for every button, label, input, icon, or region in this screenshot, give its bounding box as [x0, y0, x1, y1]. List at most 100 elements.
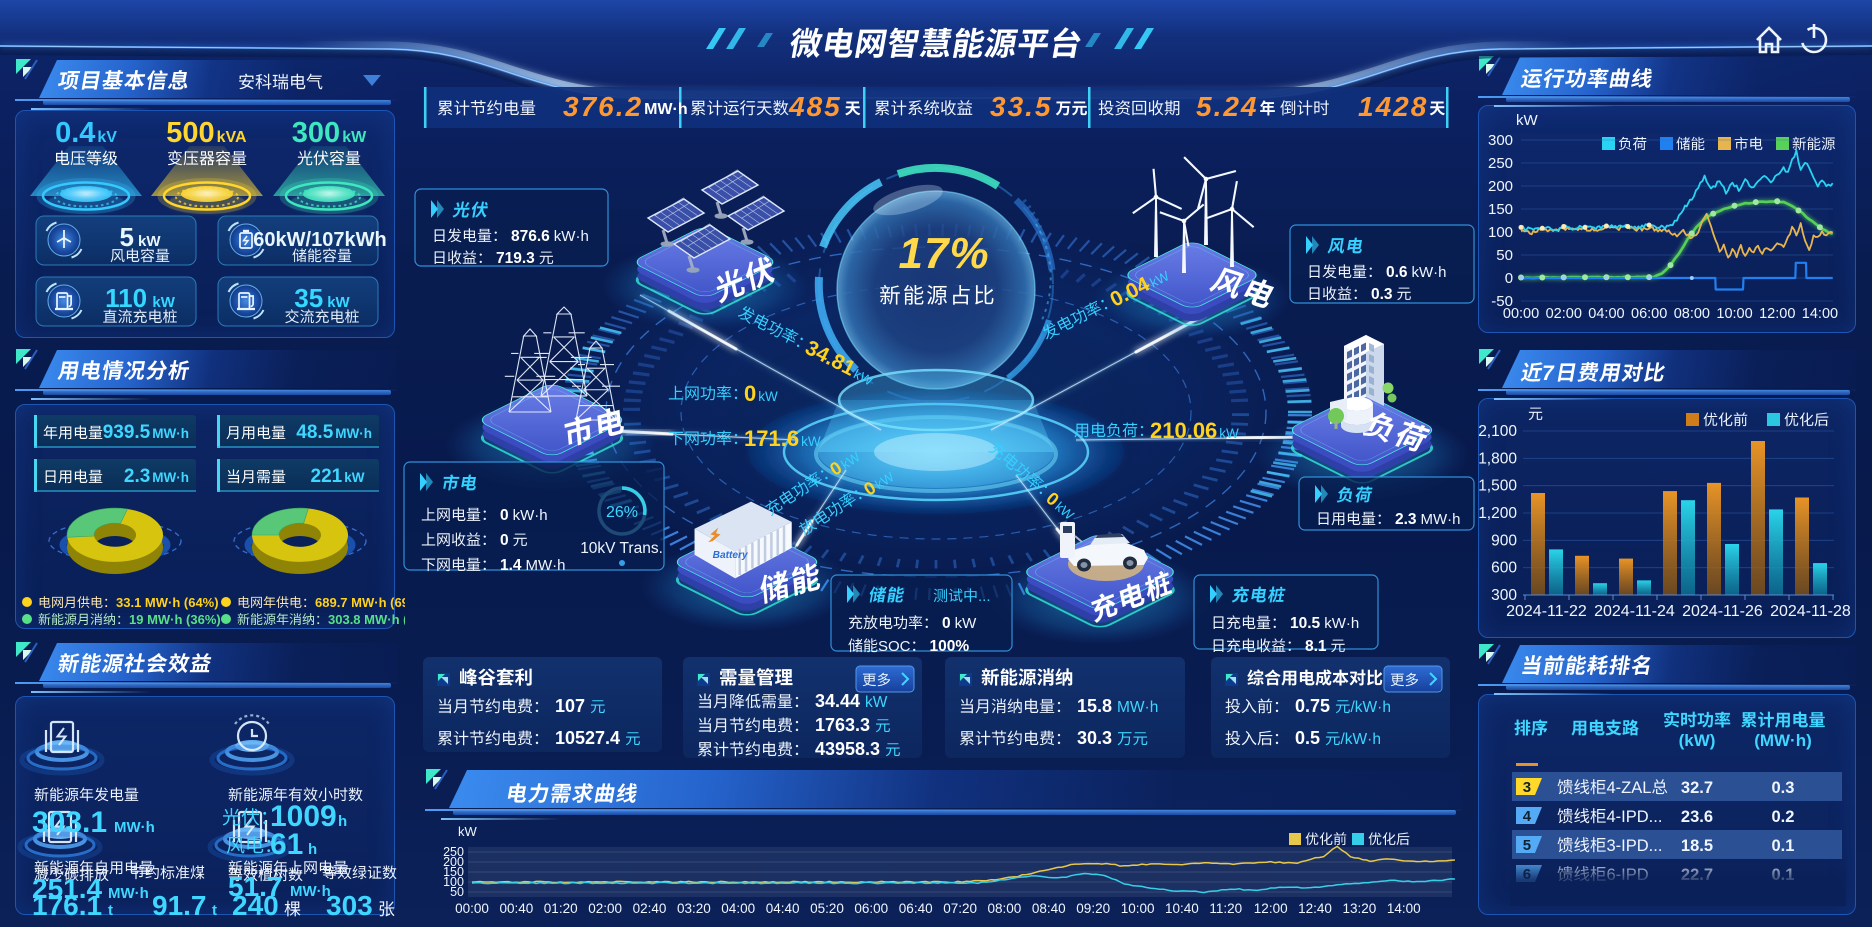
svg-text:4-IPD...: 4-IPD... — [1607, 808, 1663, 826]
svg-text:0.75: 0.75 — [1295, 696, 1330, 716]
svg-text:00:00: 00:00 — [1503, 306, 1539, 322]
svg-text:13:20: 13:20 — [1343, 901, 1377, 916]
svg-text:t: t — [212, 902, 217, 919]
svg-text:10527.4: 10527.4 — [555, 728, 620, 748]
svg-text:04:00: 04:00 — [1588, 306, 1624, 322]
svg-text:50: 50 — [1496, 247, 1513, 264]
svg-text:1,200: 1,200 — [1478, 505, 1517, 522]
svg-text:15.8: 15.8 — [1077, 696, 1112, 716]
svg-text:10:00: 10:00 — [1121, 901, 1155, 916]
svg-text:1763.3: 1763.3 — [815, 715, 870, 735]
svg-text:2024-11-28: 2024-11-28 — [1770, 603, 1851, 620]
svg-text:(kW): (kW) — [1679, 731, 1716, 750]
svg-text:11:20: 11:20 — [1209, 901, 1242, 916]
svg-text:1,500: 1,500 — [1478, 478, 1517, 495]
svg-text:0.3: 0.3 — [1772, 779, 1795, 797]
svg-text:35: 35 — [294, 283, 323, 313]
svg-text:100%: 100% — [930, 638, 970, 655]
svg-text:600: 600 — [1491, 560, 1517, 577]
svg-text:100: 100 — [1488, 224, 1513, 241]
svg-text:kW: kW — [955, 615, 978, 632]
svg-text:06:40: 06:40 — [899, 901, 933, 916]
svg-text:kW·h: kW·h — [554, 228, 589, 245]
svg-text:221: 221 — [311, 466, 343, 487]
svg-text:00:40: 00:40 — [500, 901, 534, 916]
svg-text:34.44: 34.44 — [815, 691, 860, 711]
svg-text:200: 200 — [1488, 178, 1513, 195]
svg-text:SOC: SOC — [878, 638, 911, 655]
svg-text:/kW·h: /kW·h — [1341, 731, 1381, 748]
svg-text:2024-11-26: 2024-11-26 — [1682, 603, 1763, 620]
svg-text:kW: kW — [152, 294, 175, 311]
svg-text:250: 250 — [1488, 155, 1513, 172]
svg-text:12:00: 12:00 — [1254, 901, 1288, 916]
svg-text:17%: 17% — [899, 229, 990, 278]
svg-text:1009: 1009 — [270, 800, 337, 833]
svg-text:719.3: 719.3 — [496, 250, 535, 267]
svg-text:51.7: 51.7 — [228, 871, 283, 902]
svg-text:5: 5 — [120, 222, 134, 252]
svg-text:303.8 MW·h (31%): 303.8 MW·h (31%) — [328, 612, 438, 627]
svg-text:MW·h: MW·h — [114, 819, 155, 836]
svg-text:02:00: 02:00 — [588, 901, 622, 916]
svg-text:4: 4 — [1523, 808, 1532, 825]
svg-text:5.24: 5.24 — [1196, 91, 1259, 122]
svg-text:08:00: 08:00 — [1674, 306, 1710, 322]
svg-text:33.1 MW·h (64%): 33.1 MW·h (64%) — [116, 595, 219, 610]
svg-text:MW·h: MW·h — [335, 426, 372, 441]
svg-text:MW·h: MW·h — [152, 470, 189, 485]
svg-text:kW·h: kW·h — [513, 507, 548, 524]
svg-text:0: 0 — [942, 615, 951, 632]
svg-text:939.5: 939.5 — [103, 422, 151, 443]
svg-text:2,100: 2,100 — [1478, 423, 1517, 440]
svg-text:0.5: 0.5 — [1295, 728, 1320, 748]
svg-text:300: 300 — [292, 117, 340, 149]
svg-text:08:00: 08:00 — [988, 901, 1022, 916]
svg-text:48.5: 48.5 — [296, 422, 333, 443]
svg-text:0.6: 0.6 — [1386, 264, 1408, 281]
svg-text:MW·h: MW·h — [152, 426, 189, 441]
svg-text:1.4: 1.4 — [500, 557, 522, 574]
svg-text:02:00: 02:00 — [1546, 306, 1582, 322]
svg-text:kW: kW — [138, 233, 161, 250]
svg-text:MW·h: MW·h — [526, 557, 566, 574]
svg-text:kVA: kVA — [217, 129, 247, 146]
svg-text:2.3: 2.3 — [1395, 511, 1417, 528]
svg-text:0: 0 — [500, 532, 509, 549]
svg-text:05:20: 05:20 — [810, 901, 844, 916]
svg-text:110: 110 — [105, 283, 147, 313]
svg-text:01:20: 01:20 — [544, 901, 578, 916]
svg-text:...: ... — [978, 588, 991, 605]
svg-text:150: 150 — [443, 865, 464, 879]
svg-text:kW: kW — [327, 294, 350, 311]
svg-text:12:00: 12:00 — [1759, 306, 1795, 322]
svg-text:23.6: 23.6 — [1681, 808, 1713, 826]
svg-text:kW·h: kW·h — [1324, 615, 1359, 632]
svg-text:2.3: 2.3 — [124, 466, 150, 487]
svg-text:150: 150 — [1488, 201, 1513, 218]
svg-text:12:40: 12:40 — [1298, 901, 1332, 916]
svg-text:10kV Trans.: 10kV Trans. — [580, 540, 663, 557]
svg-text:0: 0 — [500, 507, 509, 524]
svg-text:1,800: 1,800 — [1478, 450, 1517, 467]
svg-text:303: 303 — [326, 890, 373, 921]
svg-text:100: 100 — [443, 875, 464, 889]
svg-text:-50: -50 — [1491, 293, 1513, 310]
svg-text:91.7: 91.7 — [152, 890, 207, 921]
svg-text:04:00: 04:00 — [721, 901, 755, 916]
svg-text:18.5: 18.5 — [1681, 837, 1713, 855]
svg-text:171.6: 171.6 — [744, 426, 799, 451]
svg-text:06:00: 06:00 — [854, 901, 888, 916]
svg-text:376.2: 376.2 — [563, 91, 643, 122]
svg-text:Battery: Battery — [713, 550, 749, 561]
svg-text:10.5: 10.5 — [1290, 615, 1321, 632]
svg-text:176.1: 176.1 — [32, 890, 102, 921]
svg-text:14:00: 14:00 — [1802, 306, 1838, 322]
svg-text:06:00: 06:00 — [1631, 306, 1667, 322]
svg-text:02:40: 02:40 — [633, 901, 667, 916]
svg-text:MW·h: MW·h — [1117, 699, 1158, 716]
svg-text:8.1: 8.1 — [1305, 638, 1327, 655]
svg-text:250: 250 — [443, 845, 464, 859]
svg-text:300: 300 — [1488, 132, 1513, 149]
svg-text:60kW/107kWh: 60kW/107kWh — [253, 229, 386, 251]
